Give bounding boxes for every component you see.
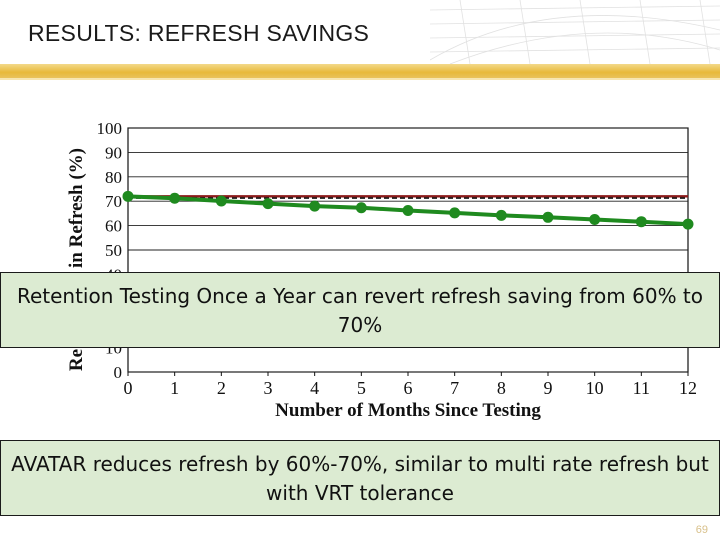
data-point-6: [402, 204, 414, 216]
reference-lines: [128, 195, 688, 199]
x-tick-4: 4: [310, 378, 319, 398]
y-tick-50: 50: [105, 241, 122, 260]
x-tick-12: 12: [679, 378, 697, 398]
x-tick-11: 11: [633, 378, 650, 398]
data-point-4: [309, 200, 321, 212]
data-point-7: [449, 207, 461, 219]
y-tick-0: 0: [114, 363, 123, 382]
header-accent-bar: [0, 64, 720, 78]
page-number: 69: [695, 524, 708, 536]
data-point-8: [495, 209, 507, 221]
x-tick-9: 9: [544, 378, 553, 398]
x-tick-8: 8: [497, 378, 506, 398]
header-accent-line: [0, 78, 720, 80]
x-tick-10: 10: [586, 378, 604, 398]
x-tick-2: 2: [217, 378, 226, 398]
refresh-savings-chart: 0102030405060708090100 0123456789101112 …: [66, 119, 697, 421]
data-point-12: [682, 218, 694, 230]
data-point-5: [355, 202, 367, 214]
x-tick-1: 1: [170, 378, 179, 398]
data-point-11: [635, 216, 647, 228]
x-tick-6: 6: [404, 378, 413, 398]
data-point-1: [169, 192, 181, 204]
slide-header: RESULTS: REFRESH SAVINGS: [0, 0, 720, 64]
x-tick-3: 3: [264, 378, 273, 398]
y-tick-80: 80: [105, 168, 122, 187]
data-point-10: [589, 214, 601, 225]
y-axis-label: in Refresh (%): [66, 148, 87, 268]
y-tick-70: 70: [105, 192, 122, 211]
slide-title: RESULTS: REFRESH SAVINGS: [28, 20, 370, 46]
avatar-summary-callout: AVATAR reduces refresh by 60%-70%, simil…: [0, 440, 720, 516]
y-tick-90: 90: [105, 143, 122, 162]
retention-callout: Retention Testing Once a Year can revert…: [0, 272, 720, 348]
data-point-9: [542, 211, 554, 223]
y-tick-60: 60: [105, 217, 122, 236]
data-point-0: [122, 190, 134, 202]
x-axis-label: Number of Months Since Testing: [275, 400, 541, 421]
x-tick-7: 7: [450, 378, 459, 398]
x-tick-labels: 0 1 2 3 4 5 6 7 8 9 10 11 12: [124, 372, 697, 398]
data-point-3: [262, 198, 274, 210]
data-point-2: [215, 195, 227, 207]
x-tick-5: 5: [357, 378, 366, 398]
series-group: [122, 190, 694, 230]
header-decoration: [430, 0, 720, 64]
y-tick-100: 100: [97, 119, 123, 138]
y-axis-label-fragment: Re: [66, 349, 87, 371]
x-tick-0: 0: [124, 378, 133, 398]
